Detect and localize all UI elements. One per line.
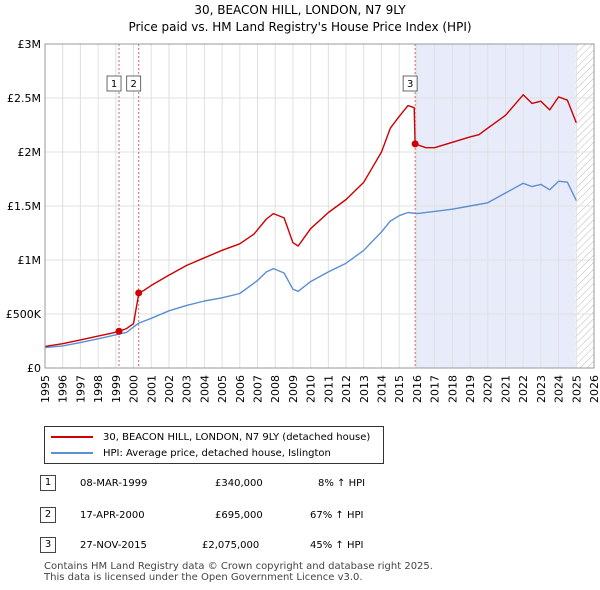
price-chart: 1 2 3 £0 £500K £1M £1.5M £2M £2.5M £3M 1995 1996 19… xyxy=(6,38,600,403)
x-tick-label: 2015 xyxy=(393,375,406,403)
x-tick-label: 2025 xyxy=(570,375,583,403)
transaction-hpi: 45% ↑ HPI xyxy=(310,540,364,551)
x-tick-label: 2014 xyxy=(375,375,388,403)
x-tick-label: 2024 xyxy=(553,375,566,403)
marker-label-box-2 xyxy=(126,75,142,92)
y-tick-label: £2M xyxy=(18,146,42,159)
y-tick-label: £2.5M xyxy=(7,92,41,105)
x-tick-label: 2019 xyxy=(464,375,477,403)
footer: Contains HM Land Registry data © Crown c… xyxy=(44,561,433,583)
x-tick-label: 2020 xyxy=(482,375,495,403)
x-tick-label: 1997 xyxy=(74,375,87,403)
series-line-hpi xyxy=(44,180,577,349)
y-tick-label: £500K xyxy=(6,308,42,321)
plot-frame xyxy=(44,43,595,369)
transaction-price: £695,000 xyxy=(215,510,263,521)
x-tick-label: 2018 xyxy=(446,375,459,403)
x-tick-label: 2008 xyxy=(269,375,282,403)
transaction-price: £2,075,000 xyxy=(202,540,260,551)
sale-point-2 xyxy=(135,289,143,297)
x-tick-label: 1996 xyxy=(57,375,70,403)
legend: 30, BEACON HILL, LONDON, N7 9LY (detache… xyxy=(44,426,384,464)
marker-label-1: 1 xyxy=(111,79,117,90)
marker-label-box-3 xyxy=(402,75,418,92)
legend-label-property: 30, BEACON HILL, LONDON, N7 9LY (detache… xyxy=(103,431,371,443)
footer-license: This data is licensed under the Open Gov… xyxy=(44,572,363,583)
legend-item-hpi: HPI: Average price, detached house, Isli… xyxy=(51,445,331,461)
x-tick-label: 2000 xyxy=(128,375,141,403)
transaction-number: 1 xyxy=(40,475,56,491)
x-tick-label: 2006 xyxy=(234,375,247,403)
x-tick-label: 2001 xyxy=(145,375,158,403)
x-tick-label: 1999 xyxy=(110,375,123,403)
x-tick-label: 1995 xyxy=(39,375,52,403)
series-line-property xyxy=(44,94,577,348)
y-tick-label: £0 xyxy=(27,362,41,375)
transaction-price: £340,000 xyxy=(215,478,263,489)
transaction-hpi: 67% ↑ HPI xyxy=(310,510,364,521)
x-tick-label: 2004 xyxy=(198,375,211,403)
transaction-date: 27-NOV-2015 xyxy=(80,540,147,551)
x-tick-label: 2007 xyxy=(252,375,265,403)
footer-copyright: Contains HM Land Registry data © Crown c… xyxy=(44,561,433,572)
x-tick-label: 2005 xyxy=(216,375,229,403)
y-tick-label: £3M xyxy=(18,38,42,51)
legend-item-property: 30, BEACON HILL, LONDON, N7 9LY (detache… xyxy=(51,429,370,445)
x-tick-label: 2011 xyxy=(322,375,335,403)
transaction-number: 2 xyxy=(40,507,56,523)
x-tick-label: 2012 xyxy=(340,375,353,403)
sale-point-3 xyxy=(411,140,419,148)
x-tick-label: 2016 xyxy=(411,375,424,403)
x-tick-label: 2009 xyxy=(287,375,300,403)
marker-label-3: 3 xyxy=(407,79,413,90)
y-tick-label: £1.5M xyxy=(7,200,41,213)
chart-subtitle: Price paid vs. HM Land Registry's House … xyxy=(128,20,472,34)
x-tick-label: 2026 xyxy=(588,375,600,403)
x-tick-label: 2021 xyxy=(499,375,512,403)
x-tick-label: 2022 xyxy=(517,375,530,403)
x-tick-label: 2002 xyxy=(163,375,176,403)
x-tick-label: 2017 xyxy=(429,375,442,403)
legend-swatch-hpi xyxy=(51,452,93,454)
x-tick-label: 2023 xyxy=(535,375,548,403)
transaction-date: 08-MAR-1999 xyxy=(80,478,148,489)
sale-point-1 xyxy=(115,327,123,335)
x-tick-label: 2013 xyxy=(358,375,371,403)
marker-label-box-1 xyxy=(106,75,122,92)
legend-swatch-property xyxy=(51,436,93,438)
marker-label-2: 2 xyxy=(130,79,136,90)
chart-title: 30, BEACON HILL, LONDON, N7 9LY xyxy=(194,3,406,17)
transaction-number: 3 xyxy=(40,537,56,553)
x-tick-label: 1998 xyxy=(92,375,105,403)
transaction-date: 17-APR-2000 xyxy=(80,510,145,521)
legend-label-hpi: HPI: Average price, detached house, Isli… xyxy=(103,447,331,459)
transaction-hpi: 8% ↑ HPI xyxy=(318,478,366,489)
x-tick-label: 2003 xyxy=(181,375,194,403)
x-tick-label: 2010 xyxy=(305,375,318,403)
y-tick-label: £1M xyxy=(18,254,42,267)
